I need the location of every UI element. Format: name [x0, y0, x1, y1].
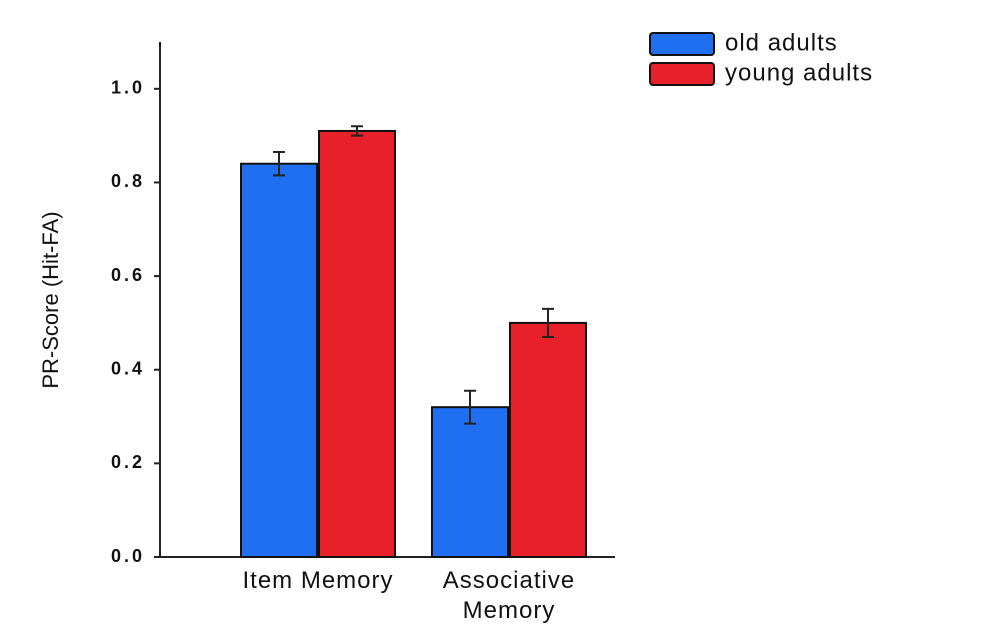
- x-tick-label: Item Memory: [242, 567, 394, 594]
- error-bar: [273, 151, 285, 177]
- y-tick-label: 0.6: [111, 265, 145, 285]
- legend-swatch: [649, 32, 715, 56]
- bar: [431, 406, 509, 558]
- bar: [318, 129, 396, 558]
- legend-label: young adults: [725, 59, 873, 86]
- y-tick-label: 0.0: [111, 546, 145, 566]
- y-tick-label: 0.4: [111, 358, 145, 378]
- y-tick-label: 1.0: [111, 78, 145, 98]
- bar: [509, 321, 587, 558]
- error-bar: [351, 125, 363, 137]
- error-bar: [542, 307, 554, 338]
- x-tick-label: Associative Memory: [442, 567, 576, 624]
- y-tick-label: 0.8: [111, 171, 145, 191]
- y-axis-label: PR-Score (Hit-FA): [38, 211, 63, 388]
- bar: [240, 162, 318, 559]
- y-tick-label: 0.2: [111, 452, 145, 472]
- error-bar: [464, 389, 476, 425]
- legend-swatch: [649, 62, 715, 86]
- legend-label: old adults: [725, 29, 838, 56]
